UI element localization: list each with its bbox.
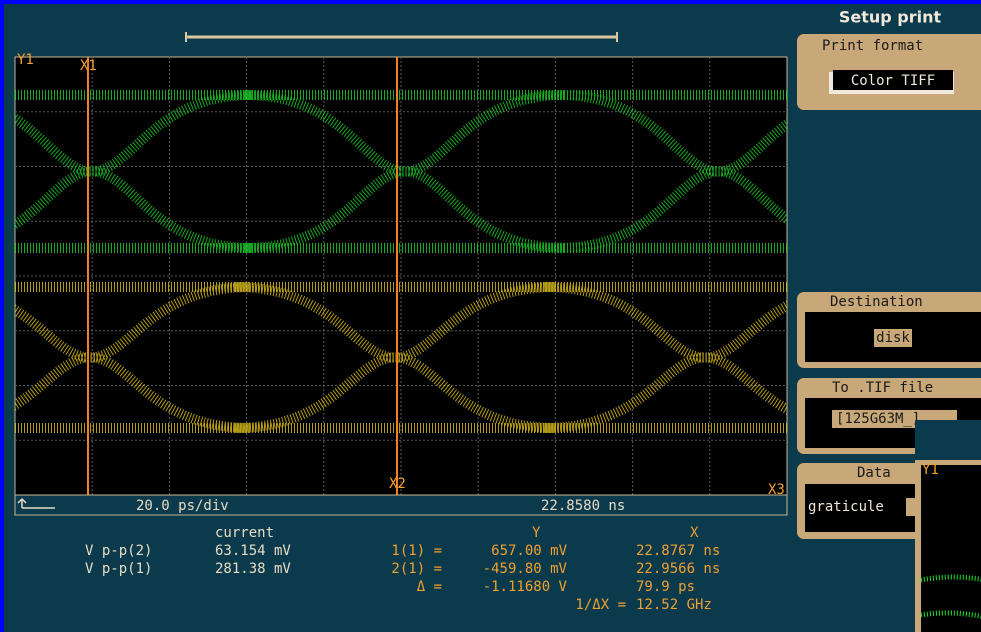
- cursor-y: -1.11680 V: [483, 579, 568, 595]
- cursor-label: 2(1) =: [391, 561, 442, 577]
- panel-label: To .TIF file: [832, 380, 933, 396]
- cursor-x: 22.8767 ns: [636, 543, 720, 559]
- meas-label: V p-p(2): [85, 543, 152, 559]
- option-text: graticule: [808, 499, 884, 515]
- field-text: [125G63M_]: [836, 411, 920, 427]
- overlay-graticule: [921, 465, 981, 632]
- current-header: current: [215, 525, 274, 541]
- overlay-marker: Y1: [922, 462, 939, 478]
- cursor-x: 79.9 ps: [636, 579, 695, 595]
- timebase: 20.0 ps/div: [136, 498, 229, 514]
- x1-marker: X1: [80, 58, 97, 74]
- panel-label: Data: [857, 465, 891, 481]
- position: 22.8580 ns: [541, 498, 625, 514]
- status-bar: [15, 495, 787, 515]
- cursor-label: 1/ΔX =: [575, 597, 626, 613]
- scope-screen: Y1 X1 X2 X3 20.0 ps/div 22.8580 ns curre…: [0, 0, 981, 632]
- cursor-y: 657.00 mV: [491, 543, 567, 559]
- panel-label: Print format: [822, 38, 923, 54]
- screen: Y1 X1 X2 X3 20.0 ps/div 22.8580 ns curre…: [0, 0, 981, 632]
- meas-value: 281.38 mV: [215, 561, 291, 577]
- cursor-x: 22.9566 ns: [636, 561, 720, 577]
- cursor-y-header: Y: [532, 525, 541, 541]
- meas-value: 63.154 mV: [215, 543, 291, 559]
- cursor-y: -459.80 mV: [483, 561, 568, 577]
- panel-label: Destination: [830, 294, 923, 310]
- cursor-x: 12.52 GHz: [636, 597, 712, 613]
- cursor-label: Δ =: [417, 579, 442, 595]
- meas-label: V p-p(1): [85, 561, 152, 577]
- cursor-label: 1(1) =: [391, 543, 442, 559]
- y-marker: Y1: [17, 52, 34, 68]
- overlay-titlebar: [915, 420, 981, 460]
- panel-title: Setup print: [839, 8, 942, 27]
- cursor-x-header: X: [690, 525, 699, 541]
- x2-marker: X2: [389, 476, 406, 492]
- button-text: Color TIFF: [851, 73, 935, 89]
- button-text: disk: [876, 330, 910, 346]
